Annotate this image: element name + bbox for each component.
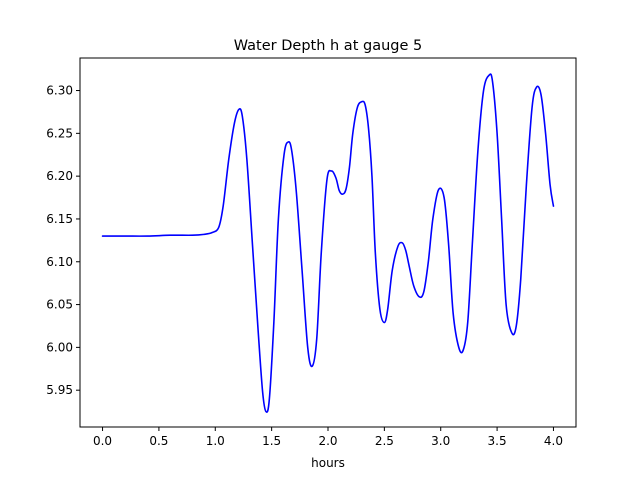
- x-tick-label: 1.0: [206, 434, 225, 448]
- y-tick-label: 6.00: [46, 340, 73, 354]
- y-axis: 5.95 6.00 6.05 6.10 6.15 6.20 6.25 6.30: [46, 84, 80, 397]
- y-tick-label: 6.05: [46, 298, 73, 312]
- y-tick-label: 6.30: [46, 84, 73, 98]
- x-tick-label: 3.0: [431, 434, 450, 448]
- plot-frame: [79, 57, 577, 428]
- plot-area: [101, 73, 555, 413]
- y-tick-label: 6.25: [46, 126, 73, 140]
- y-tick-label: 6.20: [46, 169, 73, 183]
- chart-title: Water Depth h at gauge 5: [234, 38, 422, 54]
- x-tick-label: 0.5: [149, 434, 168, 448]
- x-tick-label: 2.5: [375, 434, 394, 448]
- x-tick-label: 1.5: [262, 434, 281, 448]
- x-tick-label: 0.0: [93, 434, 112, 448]
- x-axis: 0.0 0.5 1.0 1.5 2.0 2.5 3.0 3.5 4.0: [93, 427, 563, 448]
- x-axis-label: hours: [311, 456, 345, 470]
- y-tick-label: 5.95: [46, 383, 73, 397]
- x-tick-label: 2.0: [318, 434, 337, 448]
- x-tick-label: 4.0: [544, 434, 563, 448]
- y-tick-label: 6.15: [46, 212, 73, 226]
- series-line-0: [101, 73, 555, 413]
- x-tick-label: 3.5: [488, 434, 507, 448]
- y-tick-label: 6.10: [46, 255, 73, 269]
